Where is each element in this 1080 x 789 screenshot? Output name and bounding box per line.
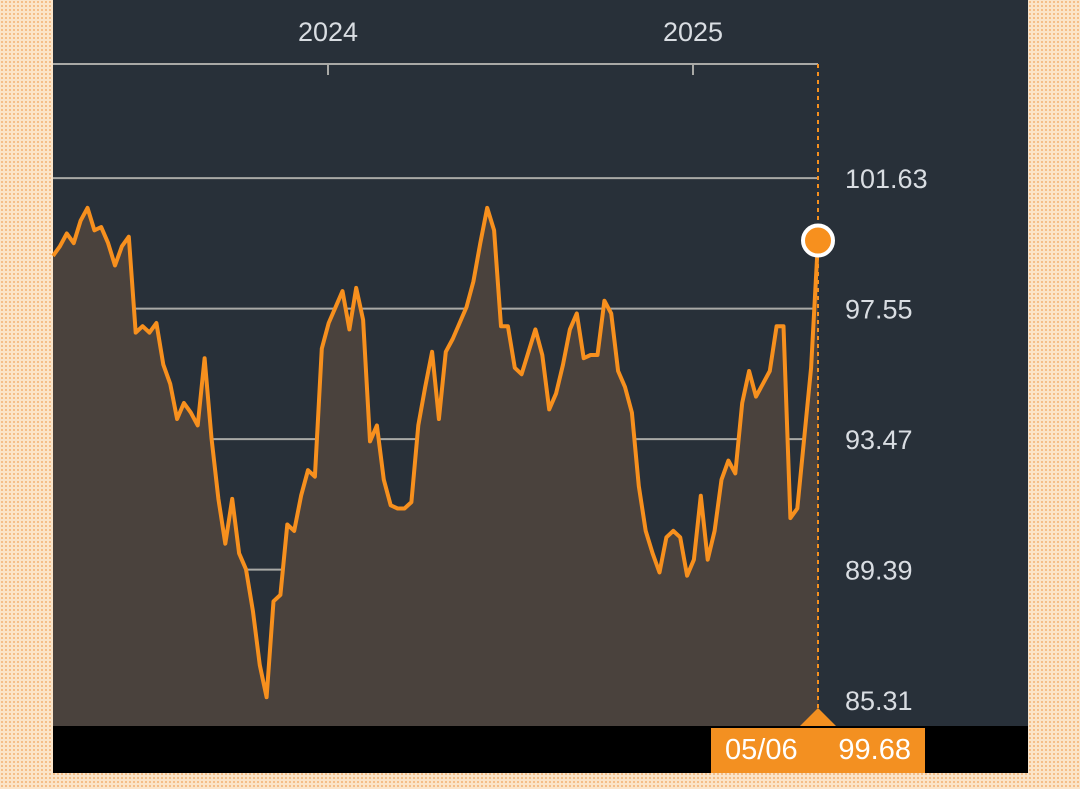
- x-axis: 2024 2025: [53, 17, 818, 75]
- y-tick-label: 89.39: [845, 556, 913, 586]
- y-tick-label: 93.47: [845, 425, 913, 455]
- last-value-badge: 05/06 99.68: [711, 728, 925, 773]
- x-tick-label: 2024: [298, 17, 358, 47]
- badge-date: 05/06: [725, 734, 798, 766]
- series-line: [51, 205, 820, 700]
- badge-value: 99.68: [838, 734, 911, 766]
- crosshair-pointer: [800, 708, 836, 726]
- y-tick-label: 97.55: [845, 295, 913, 325]
- series-area: [53, 207, 818, 726]
- x-tick-label: 2025: [663, 17, 723, 47]
- last-point-marker[interactable]: [801, 223, 835, 258]
- y-tick-label: 101.63: [845, 164, 928, 194]
- y-tick-label: 85.31: [845, 686, 913, 716]
- y-axis: 101.63 97.55 93.47 89.39 85.31: [845, 164, 928, 716]
